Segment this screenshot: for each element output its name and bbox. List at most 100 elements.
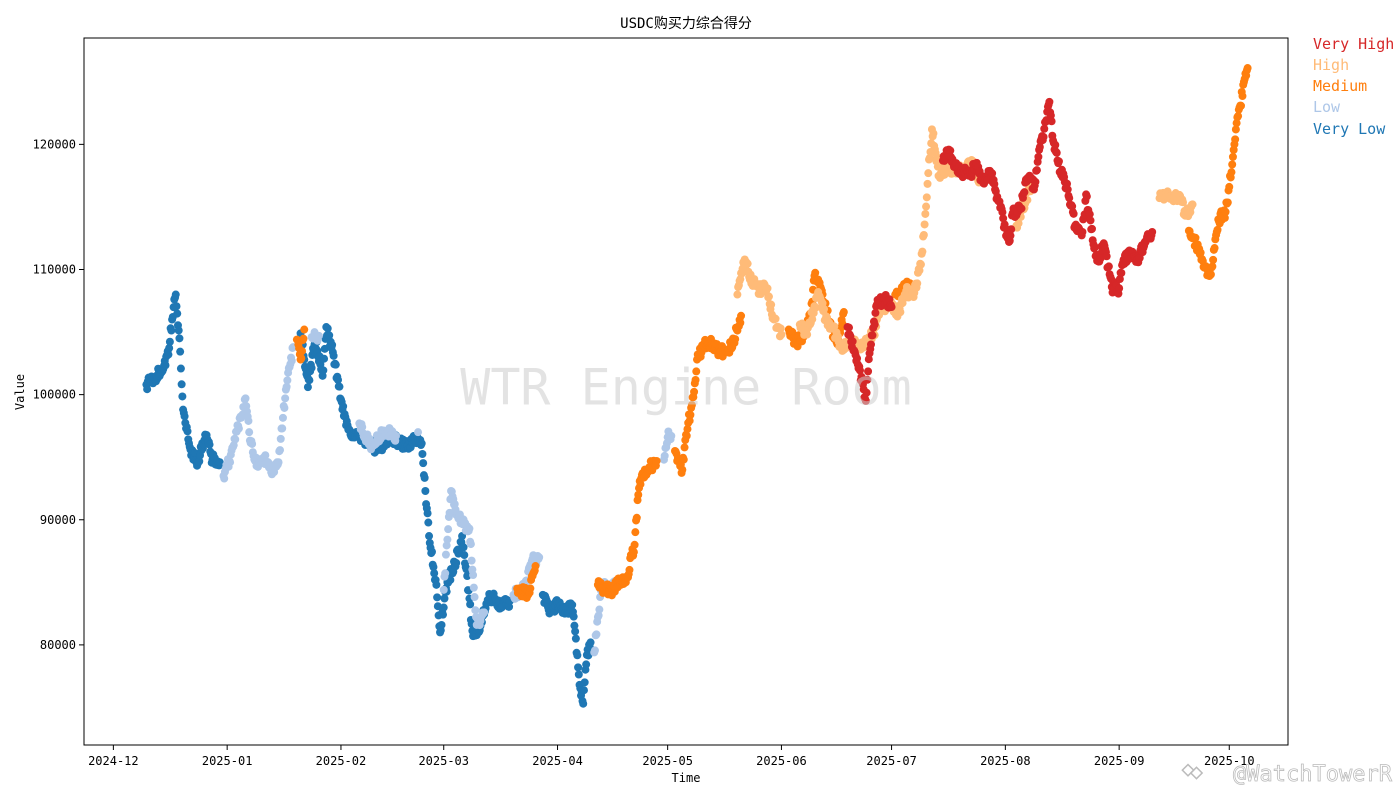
data-point	[632, 513, 641, 522]
data-point	[864, 355, 873, 364]
x-tick-label: 2025-06	[756, 754, 807, 768]
data-point	[177, 380, 186, 389]
data-point	[1238, 92, 1247, 101]
data-point	[305, 376, 314, 385]
data-point	[862, 388, 871, 397]
data-point	[1032, 166, 1041, 175]
x-tick-label: 2025-08	[980, 754, 1031, 768]
data-point	[868, 331, 877, 340]
data-point	[1020, 188, 1029, 197]
data-point	[574, 670, 583, 679]
data-point	[918, 247, 927, 256]
data-point	[667, 431, 676, 440]
watermark-text: WTR Engine Room	[460, 359, 912, 417]
data-point	[679, 455, 688, 464]
data-point	[1208, 262, 1217, 271]
data-point	[465, 524, 474, 533]
data-point	[1232, 119, 1241, 128]
data-point	[916, 260, 925, 269]
data-point	[586, 638, 595, 647]
data-point	[421, 487, 430, 496]
data-point	[278, 424, 287, 433]
data-point	[173, 309, 182, 318]
data-point	[470, 593, 479, 602]
data-point	[946, 146, 955, 155]
data-point	[1227, 168, 1236, 177]
data-point	[325, 331, 334, 340]
data-point	[686, 410, 695, 419]
data-point	[1047, 117, 1056, 126]
data-point	[241, 394, 250, 403]
data-point	[1188, 200, 1197, 209]
data-point	[287, 356, 296, 365]
x-tick-label: 2025-05	[642, 754, 693, 768]
marks-layer	[142, 64, 1252, 708]
data-point	[839, 308, 848, 317]
data-point	[414, 428, 423, 437]
x-tick-label: 2025-10	[1204, 754, 1255, 768]
data-point	[830, 322, 839, 331]
y-tick-label: 100000	[33, 388, 76, 402]
x-tick-label: 2025-02	[316, 754, 367, 768]
corner-watermark: @WatchTowerR	[1181, 762, 1393, 787]
data-point	[438, 610, 447, 619]
data-point	[278, 413, 287, 422]
data-point	[1148, 227, 1157, 236]
data-point	[808, 315, 817, 324]
data-point	[568, 600, 577, 609]
data-point	[630, 540, 639, 549]
data-point	[767, 300, 776, 309]
data-point	[430, 569, 439, 578]
data-point	[419, 459, 428, 468]
data-point	[165, 337, 174, 346]
data-point	[443, 535, 452, 544]
data-point	[595, 605, 604, 614]
data-point	[574, 663, 583, 672]
data-point	[466, 600, 475, 609]
data-point	[922, 202, 931, 211]
data-point	[176, 364, 185, 373]
x-tick-label: 2025-09	[1094, 754, 1145, 768]
data-point	[1007, 225, 1016, 234]
y-tick-label: 120000	[33, 137, 76, 151]
data-point	[1104, 262, 1113, 271]
data-point	[737, 311, 746, 320]
data-point	[526, 584, 535, 593]
data-point	[299, 334, 308, 343]
data-point	[467, 556, 476, 565]
data-point	[573, 651, 582, 660]
data-point	[763, 284, 772, 293]
data-point	[459, 543, 468, 552]
data-point	[1196, 248, 1205, 257]
data-point	[1243, 64, 1252, 73]
data-point	[682, 431, 691, 440]
data-point	[579, 686, 588, 695]
data-point	[571, 634, 580, 643]
data-point	[776, 324, 785, 333]
data-point	[913, 279, 922, 288]
axis-layer: 2024-12 2025-01 2025-02 2025-03 2025-04 2025-…	[33, 137, 1255, 768]
data-point	[569, 612, 578, 621]
data-point	[280, 403, 289, 412]
legend: Very High High Medium Low Very Low	[1313, 35, 1394, 138]
data-point	[183, 427, 192, 436]
data-point	[1191, 233, 1200, 242]
data-point	[417, 439, 426, 448]
data-point	[1063, 185, 1072, 194]
data-point	[180, 412, 189, 421]
data-point	[205, 440, 214, 449]
data-point	[358, 423, 367, 432]
data-point	[592, 630, 601, 639]
data-point	[1117, 268, 1126, 277]
data-point	[462, 565, 471, 574]
data-point	[631, 528, 640, 537]
data-point	[423, 509, 432, 518]
data-point	[680, 443, 689, 452]
data-point	[319, 366, 328, 375]
data-point	[297, 354, 306, 363]
data-point	[636, 480, 645, 489]
data-point	[1054, 157, 1063, 166]
data-point	[463, 572, 472, 581]
data-point	[1051, 141, 1060, 150]
data-point	[439, 585, 448, 594]
